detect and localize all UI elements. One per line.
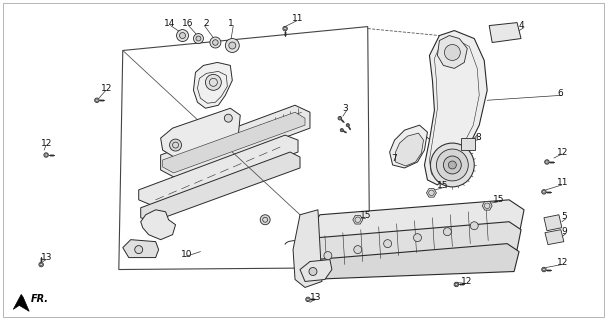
Text: 10: 10 — [180, 250, 192, 259]
Text: 15: 15 — [493, 195, 504, 204]
Text: 16: 16 — [182, 19, 194, 28]
Circle shape — [470, 222, 478, 230]
Circle shape — [413, 234, 421, 242]
Circle shape — [205, 74, 222, 90]
Polygon shape — [544, 215, 562, 231]
Circle shape — [306, 297, 310, 302]
Circle shape — [430, 143, 474, 187]
Circle shape — [454, 282, 458, 287]
Polygon shape — [161, 108, 240, 158]
Polygon shape — [304, 244, 519, 279]
Polygon shape — [163, 112, 305, 173]
Polygon shape — [545, 230, 564, 244]
Circle shape — [225, 114, 232, 122]
Polygon shape — [305, 200, 524, 252]
Text: 5: 5 — [561, 212, 566, 221]
Polygon shape — [123, 240, 158, 258]
Polygon shape — [305, 222, 521, 265]
Circle shape — [260, 215, 270, 225]
Circle shape — [44, 153, 49, 157]
Circle shape — [225, 38, 239, 52]
Text: 2: 2 — [204, 19, 209, 28]
Circle shape — [544, 160, 549, 164]
Polygon shape — [353, 215, 363, 224]
Polygon shape — [194, 62, 232, 108]
Text: 3: 3 — [342, 104, 348, 113]
Text: 4: 4 — [519, 21, 524, 30]
Circle shape — [354, 246, 362, 253]
Polygon shape — [438, 36, 467, 68]
Circle shape — [444, 44, 460, 60]
Polygon shape — [300, 260, 332, 282]
Circle shape — [196, 36, 201, 41]
Circle shape — [324, 252, 332, 260]
Text: 15: 15 — [438, 181, 449, 190]
Text: 15: 15 — [360, 211, 371, 220]
Text: FR.: FR. — [31, 294, 49, 304]
Text: 7: 7 — [392, 154, 398, 163]
Circle shape — [135, 246, 143, 253]
Circle shape — [210, 37, 221, 48]
Polygon shape — [141, 152, 300, 222]
Text: 12: 12 — [557, 258, 568, 267]
Text: 9: 9 — [561, 227, 566, 236]
Circle shape — [283, 26, 287, 31]
Polygon shape — [293, 210, 322, 287]
Text: 11: 11 — [292, 14, 304, 23]
Polygon shape — [427, 188, 436, 197]
Circle shape — [212, 40, 218, 45]
Circle shape — [449, 161, 456, 169]
Text: 12: 12 — [41, 139, 53, 148]
Polygon shape — [13, 294, 29, 311]
Circle shape — [346, 124, 350, 127]
Circle shape — [194, 34, 203, 44]
Text: 14: 14 — [164, 19, 175, 28]
Polygon shape — [396, 133, 424, 166]
Text: 12: 12 — [557, 148, 568, 156]
Circle shape — [443, 156, 461, 174]
Text: 13: 13 — [310, 293, 322, 302]
Polygon shape — [139, 135, 298, 205]
Circle shape — [541, 267, 546, 272]
Circle shape — [95, 98, 99, 102]
Bar — [461, 138, 475, 150]
Circle shape — [384, 240, 392, 248]
Polygon shape — [482, 202, 492, 210]
Text: 12: 12 — [461, 277, 473, 286]
Circle shape — [177, 29, 189, 42]
Text: 8: 8 — [475, 132, 481, 141]
Circle shape — [443, 228, 452, 236]
Circle shape — [309, 268, 317, 276]
Text: 6: 6 — [557, 89, 563, 98]
Polygon shape — [141, 210, 175, 240]
Text: 13: 13 — [41, 253, 53, 262]
Circle shape — [39, 262, 43, 267]
Circle shape — [229, 42, 236, 49]
Circle shape — [541, 190, 546, 194]
Circle shape — [169, 139, 181, 151]
Text: 12: 12 — [101, 84, 112, 93]
Text: 11: 11 — [557, 179, 568, 188]
Polygon shape — [424, 31, 487, 185]
Circle shape — [436, 149, 468, 181]
Circle shape — [341, 129, 344, 132]
Polygon shape — [489, 23, 521, 43]
Circle shape — [338, 116, 342, 120]
Circle shape — [180, 33, 186, 38]
Text: 1: 1 — [228, 19, 234, 28]
Polygon shape — [390, 125, 427, 168]
Polygon shape — [161, 105, 310, 178]
